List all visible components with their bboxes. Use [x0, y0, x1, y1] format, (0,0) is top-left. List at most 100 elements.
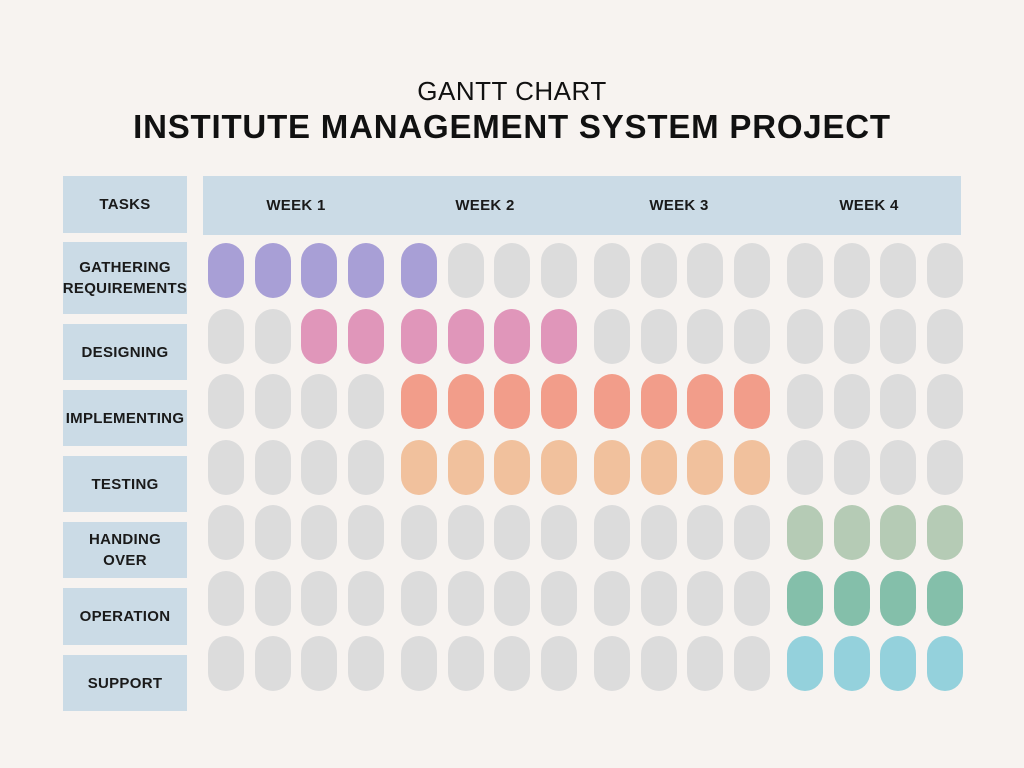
task-bar-implementing-slot-8 — [540, 374, 577, 429]
empty-slot-gathering-requirements-slot-8 — [540, 243, 577, 298]
task-bar-testing-slot-6 — [447, 439, 484, 495]
task-bar-gathering-requirements-slot-4 — [347, 243, 384, 298]
empty-slot-implementing-slot-3 — [301, 374, 337, 429]
empty-slot-handing-over-slot-3 — [301, 505, 337, 560]
chart-title: INSTITUTE MANAGEMENT SYSTEM PROJECT — [133, 108, 891, 145]
empty-slot-implementing-slot-15 — [880, 374, 916, 429]
empty-slot-handing-over-slot-8 — [540, 505, 577, 560]
task-bar-designing-slot-6 — [447, 308, 484, 364]
task-bar-designing-slot-5 — [401, 308, 437, 364]
task-label-operation: OPERATION — [63, 588, 187, 645]
empty-slot-support-slot-3 — [301, 636, 337, 691]
task-bar-gathering-requirements-slot-1 — [208, 243, 244, 298]
empty-slot-operation-slot-3 — [301, 570, 337, 626]
task-bar-implementing-slot-7 — [494, 374, 530, 429]
empty-slot-operation-slot-8 — [540, 570, 577, 626]
task-bar-operation-slot-15 — [880, 570, 916, 626]
week-2-label: WEEK 2 — [455, 197, 515, 214]
empty-slot-support-slot-2 — [254, 636, 291, 691]
empty-slot-designing-slot-13 — [787, 308, 823, 364]
empty-slot-designing-slot-9 — [594, 308, 630, 364]
empty-slot-gathering-requirements-slot-6 — [447, 243, 484, 298]
task-bar-operation-slot-14 — [833, 570, 870, 626]
empty-slot-support-slot-10 — [640, 636, 677, 691]
task-bar-testing-slot-11 — [687, 439, 723, 495]
empty-slot-handing-over-slot-4 — [347, 505, 384, 560]
task-bar-implementing-slot-9 — [594, 374, 630, 429]
empty-slot-operation-slot-7 — [494, 570, 530, 626]
task-bar-handing-over-slot-15 — [880, 505, 916, 560]
empty-slot-gathering-requirements-slot-9 — [594, 243, 630, 298]
empty-slot-handing-over-slot-7 — [494, 505, 530, 560]
empty-slot-handing-over-slot-11 — [687, 505, 723, 560]
task-bar-support-slot-13 — [787, 636, 823, 691]
empty-slot-operation-slot-12 — [733, 570, 770, 626]
empty-slot-designing-slot-2 — [254, 308, 291, 364]
empty-slot-support-slot-5 — [401, 636, 437, 691]
empty-slot-implementing-slot-2 — [254, 374, 291, 429]
task-bar-implementing-slot-6 — [447, 374, 484, 429]
empty-slot-operation-slot-11 — [687, 570, 723, 626]
empty-slot-testing-slot-3 — [301, 439, 337, 495]
empty-slot-operation-slot-10 — [640, 570, 677, 626]
empty-slot-operation-slot-2 — [254, 570, 291, 626]
empty-slot-gathering-requirements-slot-16 — [926, 243, 963, 298]
empty-slot-gathering-requirements-slot-14 — [833, 243, 870, 298]
chart-subtitle: GANTT CHART — [417, 76, 607, 106]
empty-slot-gathering-requirements-slot-11 — [687, 243, 723, 298]
empty-slot-gathering-requirements-slot-12 — [733, 243, 770, 298]
empty-slot-designing-slot-11 — [687, 308, 723, 364]
task-label-testing: TESTING — [63, 456, 187, 512]
task-bar-testing-slot-10 — [640, 439, 677, 495]
empty-slot-testing-slot-15 — [880, 439, 916, 495]
empty-slot-handing-over-slot-5 — [401, 505, 437, 560]
empty-slot-operation-slot-5 — [401, 570, 437, 626]
empty-slot-testing-slot-1 — [208, 439, 244, 495]
empty-slot-gathering-requirements-slot-13 — [787, 243, 823, 298]
task-bar-handing-over-slot-14 — [833, 505, 870, 560]
empty-slot-handing-over-slot-12 — [733, 505, 770, 560]
empty-slot-support-slot-8 — [540, 636, 577, 691]
empty-slot-implementing-slot-13 — [787, 374, 823, 429]
empty-slot-designing-slot-14 — [833, 308, 870, 364]
task-bar-implementing-slot-5 — [401, 374, 437, 429]
empty-slot-designing-slot-1 — [208, 308, 244, 364]
task-bar-testing-slot-7 — [494, 439, 530, 495]
task-bar-testing-slot-9 — [594, 439, 630, 495]
task-bar-handing-over-slot-16 — [926, 505, 963, 560]
empty-slot-testing-slot-2 — [254, 439, 291, 495]
task-bar-designing-slot-3 — [301, 308, 337, 364]
empty-slot-implementing-slot-4 — [347, 374, 384, 429]
task-bar-testing-slot-5 — [401, 439, 437, 495]
task-label-handing-over: HANDING OVER — [63, 522, 187, 578]
tasks-header: TASKS — [63, 176, 187, 233]
task-bar-support-slot-16 — [926, 636, 963, 691]
task-bar-designing-slot-4 — [347, 308, 384, 364]
task-label-support: SUPPORT — [63, 655, 187, 711]
empty-slot-designing-slot-15 — [880, 308, 916, 364]
task-label-designing: DESIGNING — [63, 324, 187, 380]
empty-slot-testing-slot-13 — [787, 439, 823, 495]
empty-slot-gathering-requirements-slot-7 — [494, 243, 530, 298]
empty-slot-designing-slot-16 — [926, 308, 963, 364]
empty-slot-handing-over-slot-9 — [594, 505, 630, 560]
empty-slot-support-slot-4 — [347, 636, 384, 691]
week-4-label: WEEK 4 — [839, 197, 899, 214]
empty-slot-testing-slot-4 — [347, 439, 384, 495]
empty-slot-testing-slot-16 — [926, 439, 963, 495]
empty-slot-testing-slot-14 — [833, 439, 870, 495]
empty-slot-handing-over-slot-1 — [208, 505, 244, 560]
task-bar-handing-over-slot-13 — [787, 505, 823, 560]
task-bar-operation-slot-13 — [787, 570, 823, 626]
empty-slot-support-slot-6 — [447, 636, 484, 691]
empty-slot-handing-over-slot-2 — [254, 505, 291, 560]
empty-slot-support-slot-7 — [494, 636, 530, 691]
empty-slot-handing-over-slot-10 — [640, 505, 677, 560]
task-bar-implementing-slot-10 — [640, 374, 677, 429]
empty-slot-operation-slot-9 — [594, 570, 630, 626]
empty-slot-implementing-slot-14 — [833, 374, 870, 429]
empty-slot-support-slot-12 — [733, 636, 770, 691]
task-bar-implementing-slot-11 — [687, 374, 723, 429]
empty-slot-implementing-slot-16 — [926, 374, 963, 429]
empty-slot-gathering-requirements-slot-10 — [640, 243, 677, 298]
